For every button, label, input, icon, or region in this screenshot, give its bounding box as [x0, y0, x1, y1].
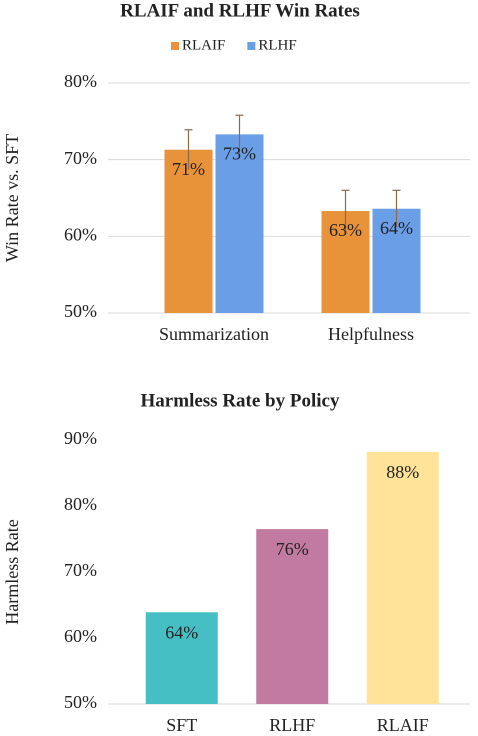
bar [164, 149, 213, 313]
x-tick-label: Summarization [159, 324, 269, 344]
y-tick-label: 80% [64, 71, 97, 91]
bar [145, 612, 218, 704]
y-tick-label: 80% [64, 494, 97, 514]
y-tick-label: 50% [64, 692, 97, 712]
bar [256, 529, 329, 704]
y-tick-label: 70% [64, 560, 97, 580]
error-bar [184, 129, 193, 170]
legend-label: RLHF [258, 37, 296, 53]
chart-title: Harmless Rate by Policy [141, 390, 340, 411]
error-bar [341, 189, 350, 232]
y-tick-label: 70% [64, 148, 97, 168]
data-label: 73% [223, 143, 256, 163]
chart-title: RLAIF and RLHF Win Rates [120, 0, 360, 21]
data-label: 64% [380, 218, 413, 238]
y-tick-label: 60% [64, 626, 97, 646]
data-label: 71% [172, 159, 205, 179]
data-label: 88% [386, 462, 419, 482]
y-axis-label: Harmless Rate [2, 519, 22, 624]
x-tick-label: SFT [166, 715, 197, 735]
legend-swatch [247, 42, 256, 50]
y-tick-label: 50% [64, 301, 97, 321]
x-tick-label: RLHF [269, 715, 315, 735]
legend-label: RLAIF [182, 37, 225, 53]
bar [215, 134, 264, 313]
y-axis-label: Win Rate vs. SFT [2, 134, 22, 262]
data-label: 64% [165, 622, 198, 642]
data-label: 76% [276, 539, 309, 559]
legend-swatch [171, 42, 179, 50]
bar [366, 451, 439, 704]
error-bar [235, 114, 244, 154]
x-tick-label: Helpfulness [328, 324, 414, 344]
y-tick-label: 60% [64, 224, 97, 244]
y-tick-label: 90% [64, 428, 97, 448]
x-tick-label: RLAIF [377, 715, 429, 735]
data-label: 63% [329, 220, 362, 240]
error-bar [392, 189, 401, 228]
